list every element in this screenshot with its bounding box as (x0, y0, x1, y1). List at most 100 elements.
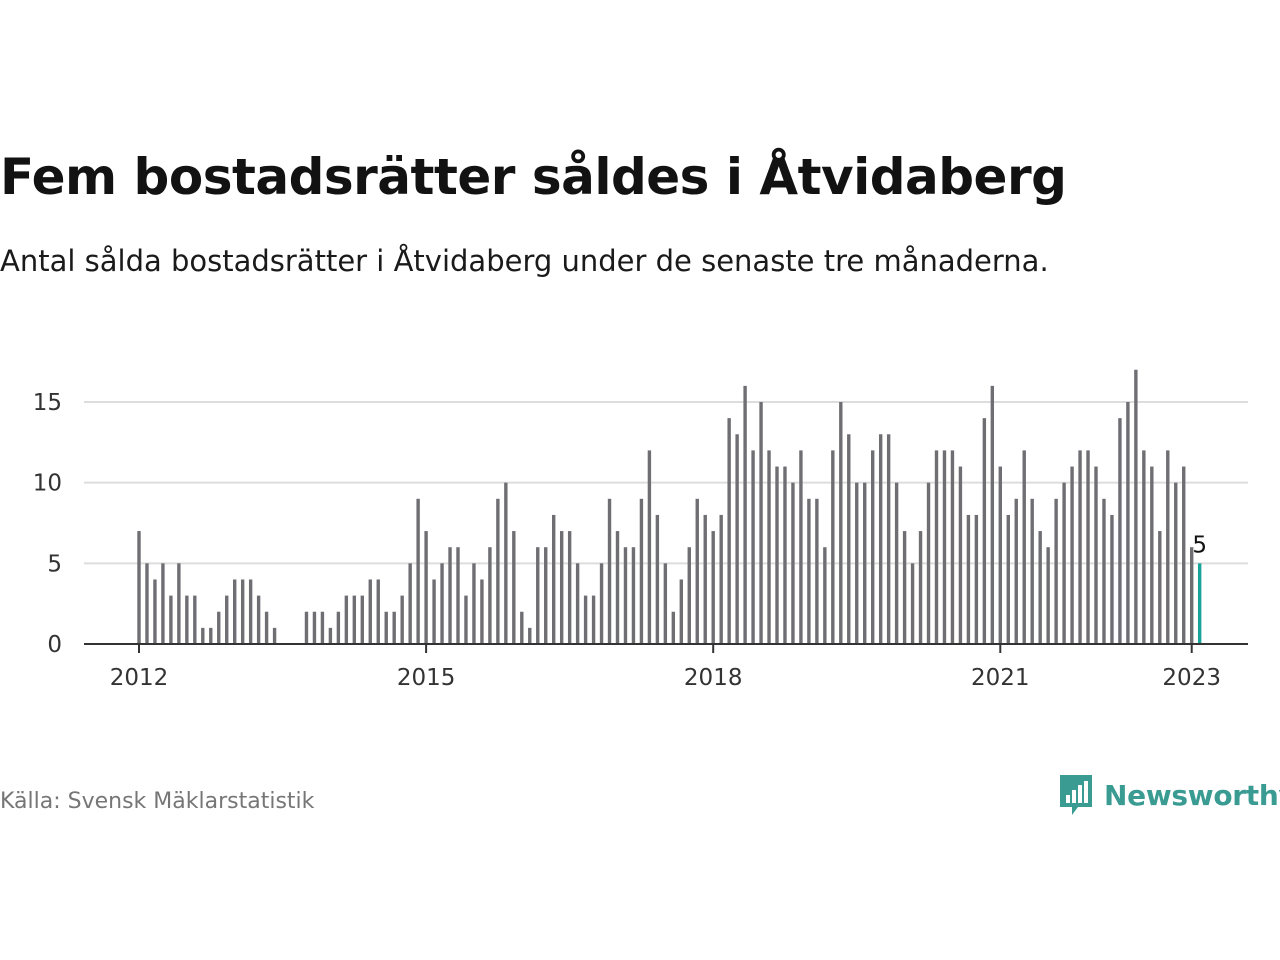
x-tick-label: 2021 (971, 665, 1030, 691)
bar (1006, 514, 1010, 644)
bar (751, 450, 755, 644)
bar (982, 418, 987, 644)
bar (177, 563, 181, 644)
bar (368, 579, 372, 644)
source-note: Källa: Svensk Mäklarstatistik (0, 789, 315, 814)
bar (248, 579, 253, 644)
bar (408, 563, 412, 644)
bar (217, 611, 221, 644)
newsworthy-logo-icon (1060, 775, 1092, 815)
bar (847, 434, 851, 644)
bar (1022, 450, 1026, 644)
bar (615, 531, 620, 644)
bar (528, 627, 532, 644)
bar (583, 595, 588, 644)
bar (934, 450, 939, 644)
bar (966, 514, 971, 644)
bar (623, 547, 628, 644)
bar (918, 531, 923, 644)
bar (448, 547, 452, 644)
x-tick-label: 2012 (110, 665, 169, 691)
labels: 5 (1192, 532, 1207, 558)
bar (1030, 498, 1034, 644)
bar (304, 611, 309, 644)
newsworthy-logo[interactable]: Newsworthy (1058, 772, 1280, 818)
bar-chart: 0 5 10 15 2012 2015 2018 2021 2023 5 (33, 369, 1248, 691)
bar (695, 498, 699, 644)
bar (575, 563, 580, 644)
bar (839, 402, 843, 644)
bar (312, 611, 317, 644)
bar (647, 450, 652, 644)
bar (472, 563, 476, 644)
bar (607, 498, 612, 644)
bar (360, 595, 364, 644)
bar (1046, 547, 1050, 644)
bar-highlighted (1197, 563, 1202, 644)
bar (424, 531, 428, 644)
bar (416, 498, 420, 644)
bar (384, 611, 388, 644)
bar (759, 402, 763, 644)
bar (1086, 450, 1090, 644)
bar (926, 482, 931, 644)
bar (799, 450, 803, 644)
bar (687, 547, 691, 644)
bar (376, 579, 380, 644)
bar (855, 482, 859, 644)
bar (328, 627, 333, 644)
bar (1158, 531, 1162, 644)
bar (591, 595, 596, 644)
bar (1134, 369, 1138, 644)
bar (1118, 418, 1122, 644)
y-tick-label: 5 (47, 551, 62, 577)
bar (344, 595, 349, 644)
bar (823, 547, 827, 644)
bar (185, 595, 189, 644)
bar (998, 466, 1002, 644)
x-axis: 2012 2015 2018 2021 2023 (84, 643, 1248, 691)
bar (544, 547, 548, 644)
bar (1126, 402, 1130, 644)
bar (240, 579, 245, 644)
bar (1182, 466, 1186, 644)
bar (559, 531, 564, 644)
bar (775, 466, 779, 644)
y-tick-label: 15 (33, 390, 62, 416)
bar (233, 579, 237, 644)
bar (552, 514, 556, 644)
bar (137, 531, 141, 644)
bar (1110, 514, 1114, 644)
bar (990, 385, 995, 644)
bar (496, 498, 500, 644)
bar (1014, 498, 1018, 644)
bar (831, 450, 835, 644)
bar (567, 531, 572, 644)
y-tick-label: 0 (47, 632, 62, 658)
bar (456, 547, 460, 644)
bar (320, 611, 325, 644)
bar (193, 595, 197, 644)
bar (169, 595, 173, 644)
bar (783, 466, 787, 644)
bar (153, 579, 157, 644)
bar (815, 498, 819, 644)
bar (145, 563, 149, 644)
bar (201, 627, 205, 644)
bar (520, 611, 524, 644)
x-tick-label: 2018 (684, 665, 743, 691)
bar (942, 450, 947, 644)
bar (504, 482, 508, 644)
chart-subtitle: Antal sålda bostadsrätter i Åtvidaberg u… (0, 244, 1049, 278)
bar (209, 627, 213, 644)
bar (703, 514, 707, 644)
bar (432, 579, 436, 644)
bar (679, 579, 683, 644)
highlight-value-label: 5 (1192, 532, 1207, 558)
bar (272, 627, 277, 644)
bar (878, 434, 883, 644)
bar (791, 482, 795, 644)
bar (264, 611, 269, 644)
bar (1062, 482, 1066, 644)
bar (352, 595, 357, 644)
